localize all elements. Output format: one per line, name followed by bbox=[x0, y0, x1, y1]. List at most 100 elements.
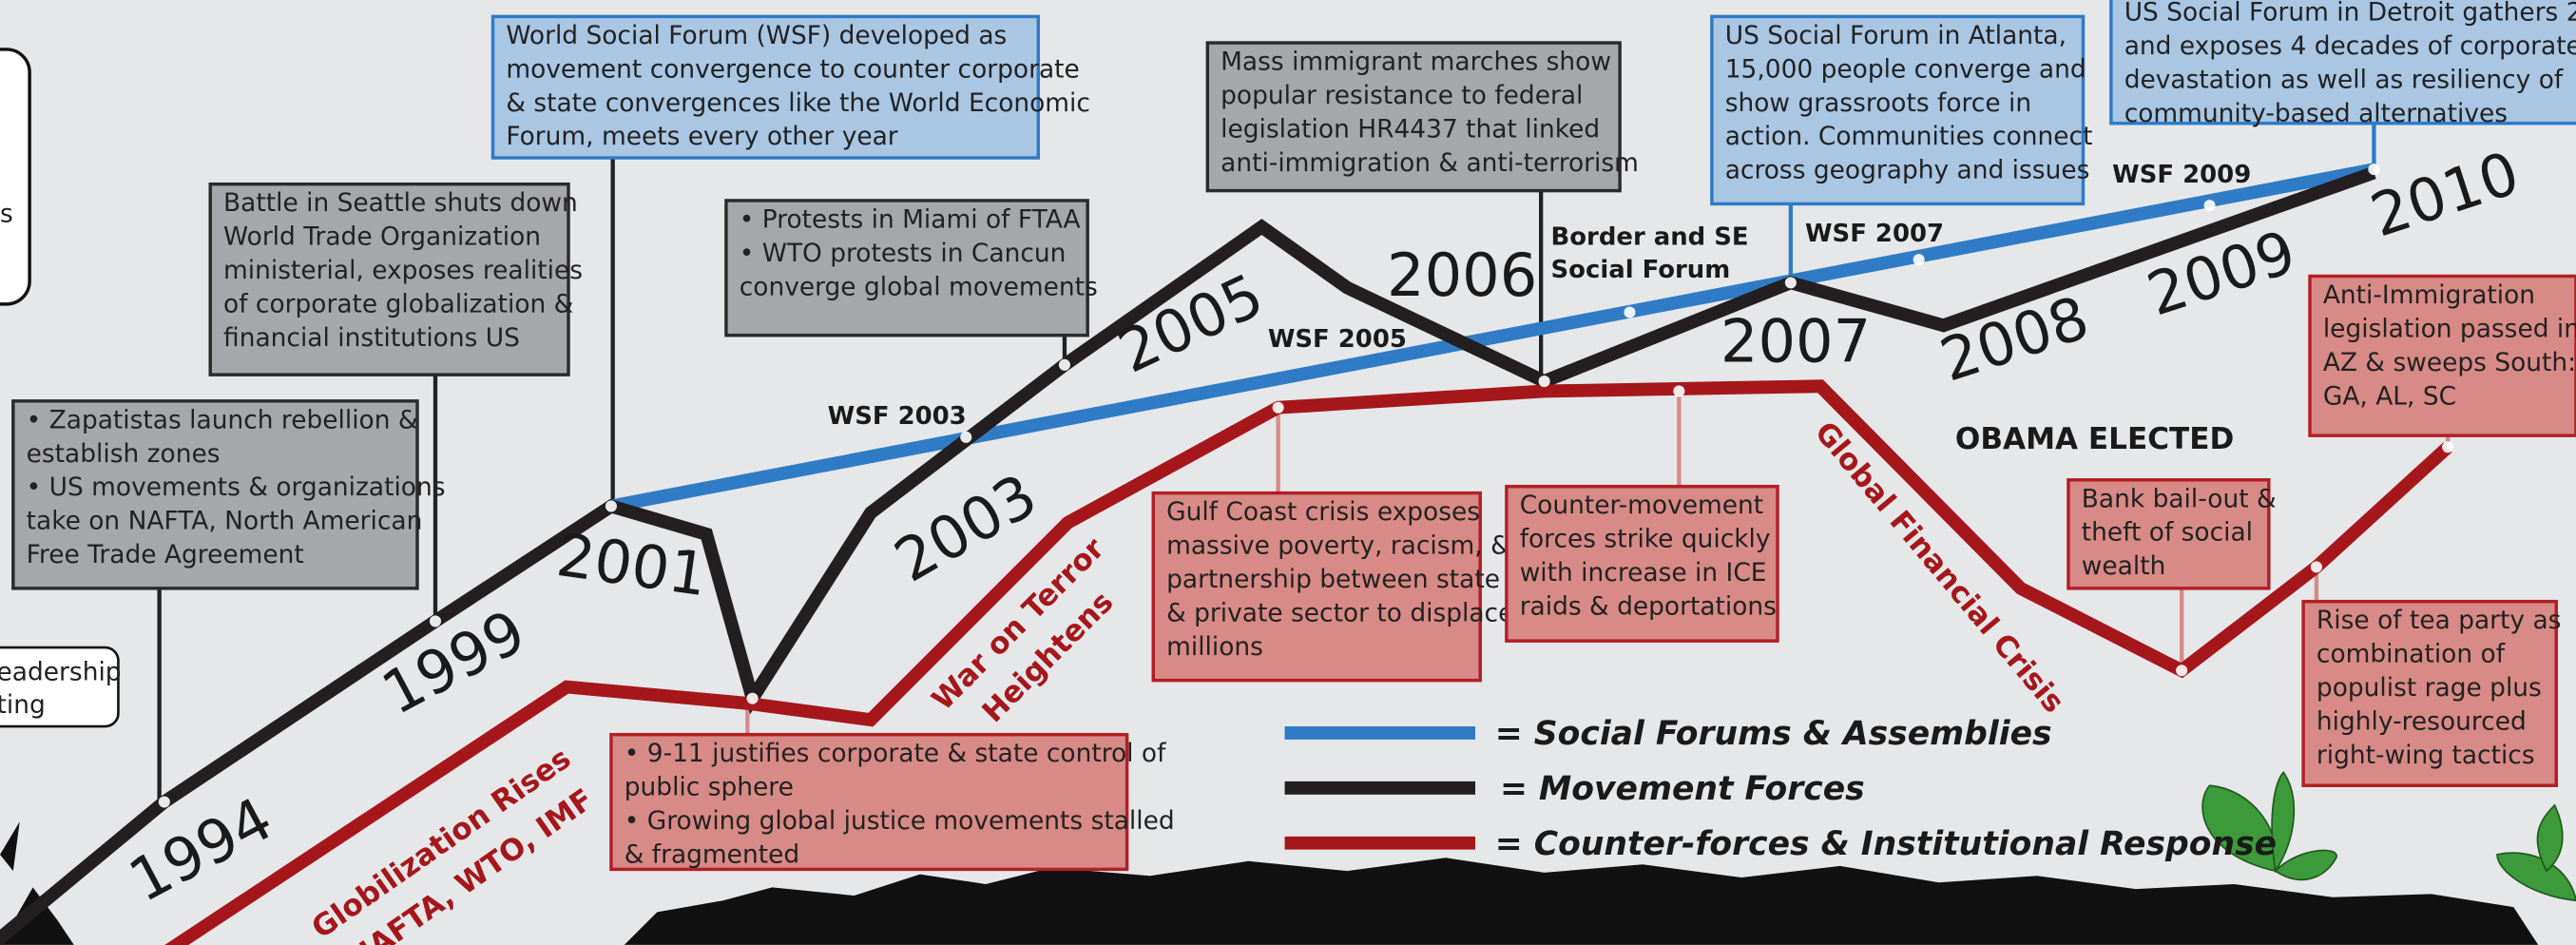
glow-dot bbox=[1673, 385, 1684, 396]
legend-label: = Movement Forces bbox=[1500, 770, 1865, 808]
event-box: Mass immigrant marches show popular resis… bbox=[1207, 43, 1639, 191]
box-text: take on NAFTA, North American bbox=[27, 507, 423, 536]
box-text: & private sector to displace bbox=[1166, 598, 1513, 627]
glow-dot bbox=[960, 432, 971, 443]
box-text: 15,000 people converge and bbox=[1725, 54, 2086, 84]
year-label: 2006 bbox=[1387, 241, 1537, 310]
box-text: highly-resourced bbox=[2316, 706, 2527, 736]
box-text: legislation passed in bbox=[2323, 314, 2576, 343]
box-text: right-wing tactics bbox=[2316, 741, 2535, 770]
annotation: Border and SE bbox=[1551, 223, 1749, 252]
box-text: action. Communities connect bbox=[1725, 122, 2093, 151]
event-box: Battle in Seattle shuts down World Trade … bbox=[210, 184, 583, 375]
glow-dot bbox=[2176, 665, 2187, 676]
annotation: WSF 2009 bbox=[2112, 161, 2251, 189]
annotation: WSF 2005 bbox=[1268, 325, 1407, 354]
event-box: Gulf Coast crisis exposes massive poverty… bbox=[1153, 493, 1513, 681]
box-text: and exposes 4 decades of corporate bbox=[2124, 31, 2576, 61]
box-text: across geography and issues bbox=[1725, 156, 2090, 185]
partial-box bbox=[0, 49, 29, 304]
box-text: World Social Forum (WSF) developed as bbox=[506, 21, 1007, 50]
event-box: US Social Forum in Atlanta, 15,000 people… bbox=[1712, 16, 2093, 203]
glow-dot bbox=[1273, 402, 1284, 414]
box-text: Forum, meets every other year bbox=[506, 122, 897, 151]
event-box: Counter-movement forces strike quickly wit… bbox=[1507, 487, 1778, 641]
box-text: public sphere bbox=[625, 773, 794, 802]
fragment-text: s bbox=[0, 199, 13, 228]
glow-dot bbox=[1785, 277, 1797, 288]
box-text: & state convergences like the World Econ… bbox=[506, 88, 1090, 118]
box-text: massive poverty, racism, & bbox=[1166, 531, 1510, 561]
box-text: US Social Forum in Detroit gathers 20,00… bbox=[2124, 0, 2576, 28]
box-text: Free Trade Agreement bbox=[27, 540, 304, 569]
glow-dot bbox=[1913, 254, 1925, 265]
glow-dot bbox=[2311, 561, 2322, 572]
annotation: WSF 2007 bbox=[1805, 220, 1944, 248]
box-text: • Protests in Miami of FTAA bbox=[740, 204, 1081, 234]
box-text: populist rage plus bbox=[2316, 673, 2542, 703]
box-text: theft of social bbox=[2082, 518, 2253, 548]
annotation: OBAMA ELECTED bbox=[1955, 422, 2234, 456]
box-text: Anti-Immigration bbox=[2323, 280, 2535, 310]
glow-dot bbox=[2368, 164, 2379, 175]
box-text: • Zapatistas launch rebellion & bbox=[27, 405, 418, 434]
box-text: Rise of tea party as bbox=[2316, 606, 2562, 635]
fragment-text: ting bbox=[0, 690, 46, 720]
box-text: millions bbox=[1166, 632, 1263, 662]
box-text: Gulf Coast crisis exposes bbox=[1166, 497, 1480, 527]
event-box: Anti-Immigration legislation passed in AZ … bbox=[2310, 276, 2576, 435]
glow-dot bbox=[159, 796, 170, 807]
box-text: movement convergence to counter corporat… bbox=[506, 54, 1079, 84]
box-text: anti-immigration & anti-terrorism bbox=[1221, 148, 1639, 178]
box-text: & fragmented bbox=[625, 839, 799, 869]
box-text: combination of bbox=[2316, 640, 2506, 669]
event-box: World Social Forum (WSF) developed as mov… bbox=[492, 16, 1089, 158]
timeline-diagram: s eadership ting World Social Forum (WSF) d… bbox=[0, 0, 2576, 945]
box-text: Battle in Seattle shuts down bbox=[223, 188, 578, 218]
fragment-text: eadership bbox=[0, 658, 122, 687]
box-text: wealth bbox=[2082, 551, 2166, 581]
box-text: devastation as well as resiliency of bbox=[2124, 66, 2564, 95]
annotation: WSF 2003 bbox=[828, 402, 967, 431]
box-text: with increase in ICE bbox=[1520, 558, 1767, 588]
box-text: financial institutions US bbox=[223, 323, 520, 353]
box-text: • US movements & organizations bbox=[27, 472, 446, 502]
glow-dot bbox=[1624, 306, 1635, 318]
box-text: Mass immigrant marches show bbox=[1221, 48, 1611, 77]
box-text: show grassroots force in bbox=[1725, 88, 2031, 118]
year-label: 2007 bbox=[1721, 306, 1871, 376]
box-text: Counter-movement bbox=[1520, 491, 1763, 520]
box-text: US Social Forum in Atlanta, bbox=[1725, 21, 2067, 50]
box-text: GA, AL, SC bbox=[2323, 381, 2456, 411]
page: {"left_fragments": ["s", "eadership", "t… bbox=[0, 0, 2576, 945]
box-text: of corporate globalization & bbox=[223, 289, 573, 318]
box-text: ministerial, exposes realities bbox=[223, 256, 583, 285]
event-box: Rise of tea party as combination of populi… bbox=[2303, 602, 2561, 786]
event-box: • 9-11 justifies corporate & state contr… bbox=[611, 735, 1175, 870]
box-text: community-based alternatives bbox=[2124, 99, 2508, 128]
box-text: establish zones bbox=[27, 439, 221, 469]
box-text: • WTO protests in Cancun bbox=[740, 239, 1067, 268]
box-text: • 9-11 justifies corporate & state contr… bbox=[625, 739, 1166, 768]
legend-label: = Social Forums & Assemblies bbox=[1495, 715, 2052, 753]
glow-dot bbox=[430, 615, 441, 627]
box-text: legislation HR4437 that linked bbox=[1221, 114, 1600, 144]
box-text: converge global movements bbox=[740, 272, 1098, 301]
legend-label: = Counter-forces & Institutional Respons… bbox=[1495, 825, 2277, 863]
glow-dot bbox=[606, 500, 617, 511]
box-text: partnership between state bbox=[1166, 565, 1500, 594]
glow-dot bbox=[747, 693, 759, 704]
glow-dot bbox=[1539, 376, 1550, 387]
box-text: raids & deportations bbox=[1520, 591, 1777, 621]
annotation: Social Forum bbox=[1551, 256, 1731, 284]
glow-dot bbox=[2204, 200, 2216, 211]
box-text: Bank bail-out & bbox=[2082, 484, 2277, 513]
box-text: World Trade Organization bbox=[223, 222, 541, 252]
event-box: • Protests in Miami of FTAA • WTO protest… bbox=[726, 201, 1098, 336]
box-text: AZ & sweeps South: bbox=[2323, 348, 2576, 377]
box-text: popular resistance to federal bbox=[1221, 81, 1583, 110]
glow-dot bbox=[2442, 441, 2453, 453]
event-box: US Social Forum in Detroit gathers 20,00… bbox=[2111, 0, 2576, 128]
event-box: • Zapatistas launch rebellion & establish… bbox=[13, 401, 446, 588]
box-text: forces strike quickly bbox=[1520, 525, 1771, 554]
